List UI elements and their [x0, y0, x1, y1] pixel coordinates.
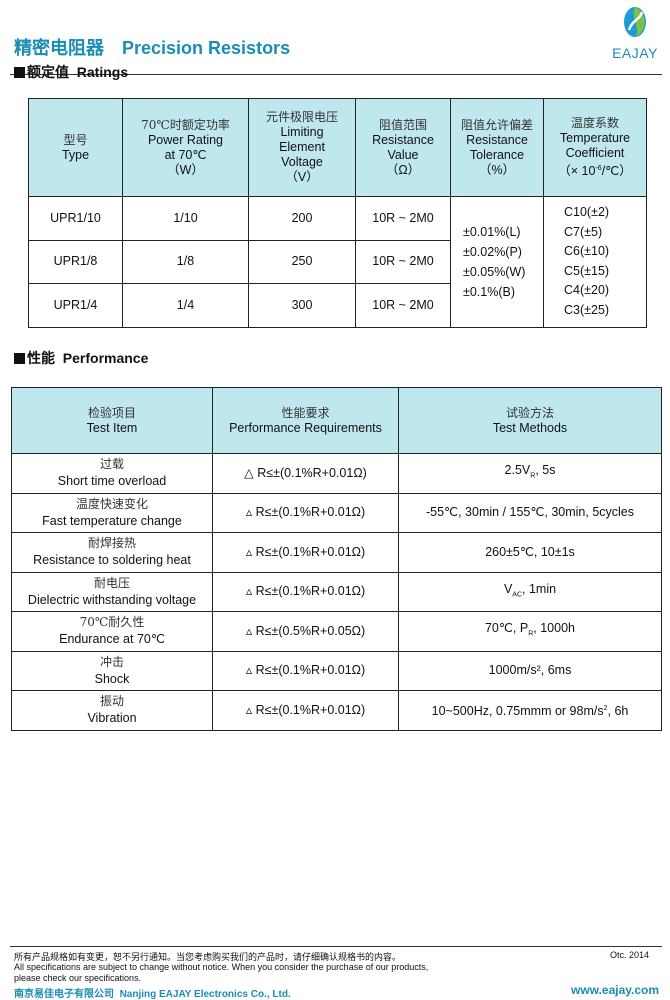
header-divider: [10, 74, 662, 75]
footer-divider: [10, 946, 662, 947]
title-cn: 精密电阻器: [14, 38, 104, 58]
cell-voltage: 250: [248, 239, 356, 284]
cell-test-method: 70℃, PR, 1000h: [398, 611, 662, 652]
cell-range: 10R ~ 2M0: [355, 283, 451, 328]
table-row: 过载 Short time overload △ R≤±(0.1%R+0.01Ω)…: [11, 453, 662, 494]
cell-requirement: ▵ R≤±(0.1%R+0.01Ω): [212, 532, 399, 573]
cell-requirement: △ R≤±(0.1%R+0.01Ω): [212, 453, 399, 494]
col-range: 阻值范围 Resistance Value （Ω）: [355, 98, 451, 197]
col-power: 70℃时额定功率 Power Rating at 70℃ （W）: [122, 98, 249, 197]
cell-test-item: 温度快速变化 Fast temperature change: [11, 492, 213, 533]
footer-notice-cn: 所有产品规格如有变更，恕不另行通知。当您考虑购买我们的产品时，请仔细确认规格书的…: [14, 952, 402, 962]
col-tcr: 温度系数 Temperature Coefficient （× 10-6/℃）: [543, 98, 647, 197]
footer-notice-en-2: please check our specifications.: [14, 973, 142, 983]
cell-tolerance: ±0.01%(L) ±0.02%(P) ±0.05%(W) ±0.1%(B): [450, 196, 544, 328]
cell-test-item: 过载 Short time overload: [11, 453, 213, 494]
cell-requirement: ▵ R≤±(0.5%R+0.05Ω): [212, 611, 399, 652]
col-requirements: 性能要求 Performance Requirements: [212, 387, 399, 454]
cell-requirement: ▵ R≤±(0.1%R+0.01Ω): [212, 650, 399, 691]
ratings-heading: 额定值 Ratings: [14, 62, 128, 82]
cell-voltage: 200: [248, 196, 356, 241]
cell-requirement: ▵ R≤±(0.1%R+0.01Ω): [212, 690, 399, 731]
col-test-item: 检验项目 Test Item: [11, 387, 213, 454]
cell-type: UPR1/10: [28, 196, 123, 241]
cell-voltage: 300: [248, 283, 356, 328]
cell-test-item: 耐电压 Dielectric withstanding voltage: [11, 571, 213, 612]
cell-range: 10R ~ 2M0: [355, 239, 451, 284]
performance-header-row: 检验项目 Test Item 性能要求 Performance Requiremen…: [11, 387, 662, 454]
table-row: UPR1/10 1/10 200 10R ~ 2M0 ±0.01%(L) ±0.02%(…: [28, 196, 647, 328]
cell-test-method: 10~500Hz, 0.75mmm or 98m/s2, 6h: [398, 690, 662, 731]
logo-leaf-icon: [624, 7, 646, 37]
cell-type: UPR1/4: [28, 283, 123, 328]
col-tolerance: 阻值允许偏差 Resistance Tolerance （%）: [450, 98, 544, 197]
cell-power: 1/8: [122, 239, 249, 284]
square-bullet-icon: [14, 353, 25, 364]
table-row: 振动 Vibration ▵ R≤±(0.1%R+0.01Ω) 10~500Hz,…: [11, 690, 662, 731]
cell-test-item: 耐焊接热 Resistance to soldering heat: [11, 532, 213, 573]
footer-company: 南京易佳电子有限公司 Nanjing EAJAY Electronics Co.…: [14, 989, 291, 1000]
col-type: 型号 Type: [28, 98, 123, 197]
eajay-logo: EAJAY: [612, 6, 658, 61]
table-row: UPR1/4 1/4 300 10R ~ 2M0: [28, 283, 647, 328]
table-row: UPR1/8 1/8 250 10R ~ 2M0: [28, 239, 647, 284]
page-title: 精密电阻器 Precision Resistors: [14, 34, 290, 60]
performance-table: 检验项目 Test Item 性能要求 Performance Requiremen…: [11, 387, 662, 731]
cell-tcr: C10(±2) C7(±5) C6(±10) C5(±15) C4(±20) C3(±25…: [543, 196, 647, 328]
performance-heading: 性能 Performance: [14, 348, 148, 368]
table-row: 70℃耐久性 Endurance at 70℃ ▵ R≤±(0.5%R+0.05Ω…: [11, 611, 662, 652]
title-en: Precision Resistors: [122, 38, 291, 58]
cell-test-method: 2.5VR, 5s: [398, 453, 662, 494]
cell-requirement: ▵ R≤±(0.1%R+0.01Ω): [212, 492, 399, 533]
cell-power: 1/10: [122, 196, 249, 241]
cell-requirement: ▵ R≤±(0.1%R+0.01Ω): [212, 571, 399, 612]
ratings-header-row: 型号 Type 70℃时额定功率 Power Rating at 70℃ （W） 元件极…: [28, 98, 647, 197]
cell-test-method: 260±5℃, 10±1s: [398, 532, 662, 573]
cell-range: 10R ~ 2M0: [355, 196, 451, 241]
square-bullet-icon: [14, 67, 25, 78]
cell-test-item: 70℃耐久性 Endurance at 70℃: [11, 611, 213, 652]
table-row: 冲击 Shock ▵ R≤±(0.1%R+0.01Ω) 1000m/s², 6ms: [11, 650, 662, 691]
col-voltage: 元件极限电压 Limiting Element Voltage （V）: [248, 98, 356, 197]
table-row: 温度快速变化 Fast temperature change ▵ R≤±(0.1%…: [11, 492, 662, 533]
cell-test-method: -55℃, 30min / 155℃, 30min, 5cycles: [398, 492, 662, 533]
cell-type: UPR1/8: [28, 239, 123, 284]
col-test-methods: 试验方法 Test Methods: [398, 387, 662, 454]
footer-date: Otc. 2014: [610, 950, 650, 960]
cell-power: 1/4: [122, 283, 249, 328]
ratings-table: 型号 Type 70℃时额定功率 Power Rating at 70℃ （W） 元件极…: [28, 98, 647, 328]
table-row: 耐焊接热 Resistance to soldering heat ▵ R≤±(0…: [11, 532, 662, 573]
table-row: 耐电压 Dielectric withstanding voltage ▵ R≤±…: [11, 571, 662, 612]
footer-website-link[interactable]: www.eajay.com: [571, 983, 660, 997]
footer-notice-en-1: All specifications are subject to change…: [14, 962, 429, 972]
cell-test-item: 振动 Vibration: [11, 690, 213, 731]
cell-test-method: VAC, 1min: [398, 571, 662, 612]
cell-test-item: 冲击 Shock: [11, 650, 213, 691]
cell-test-method: 1000m/s², 6ms: [398, 650, 662, 691]
